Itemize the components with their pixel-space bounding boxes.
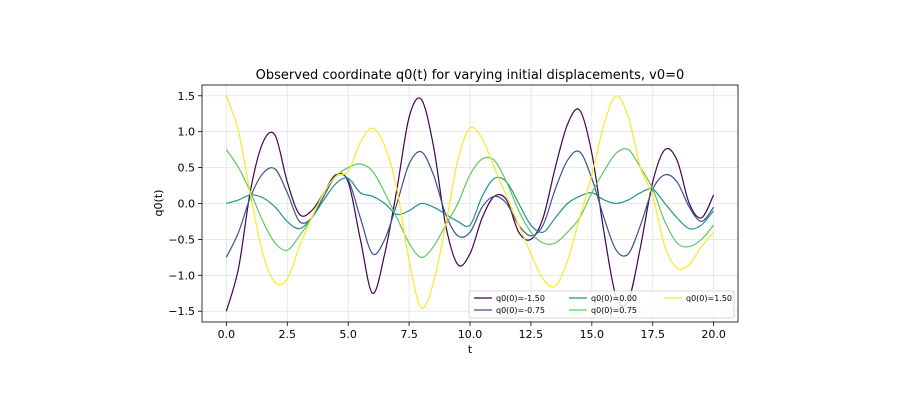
series-line-0 (225, 97, 715, 312)
series-line-3 (225, 148, 715, 258)
y-tick-label: −1.5 (168, 305, 195, 318)
x-tick-label: 7.5 (400, 328, 418, 341)
legend-label-0: q0(0)=-1.50 (496, 294, 545, 303)
chart-title: Observed coordinate q0(t) for varying in… (256, 68, 685, 83)
x-tick-label: 10.0 (458, 328, 483, 341)
legend: q0(0)=-1.50 q0(0)=-0.75 q0(0)=0.00 q0(0)=0.… (468, 290, 735, 319)
x-axis: 0.0 2.5 5.0 7.5 10.0 12.5 15.0 17.5 20.0 (218, 322, 726, 341)
legend-label-3: q0(0)=0.75 (591, 306, 637, 315)
legend-label-1: q0(0)=-0.75 (496, 306, 545, 315)
y-tick-label: 1.5 (178, 90, 196, 103)
series-line-4 (225, 95, 715, 309)
y-tick-label: 1.0 (178, 126, 196, 139)
x-tick-label: 12.5 (519, 328, 544, 341)
y-axis: −1.5 −1.0 −0.5 0.0 0.5 1.0 1.5 (168, 90, 202, 318)
x-tick-label: 0.0 (218, 328, 236, 341)
series-lines (225, 95, 715, 312)
y-tick-label: 0.5 (178, 162, 196, 175)
x-tick-label: 20.0 (701, 328, 726, 341)
x-tick-label: 15.0 (580, 328, 605, 341)
legend-label-2: q0(0)=0.00 (591, 294, 637, 303)
x-axis-title: t (468, 343, 473, 356)
series-line-2 (226, 176, 715, 234)
x-tick-label: 17.5 (640, 328, 665, 341)
y-tick-label: −1.0 (168, 269, 195, 282)
x-tick-label: 5.0 (339, 328, 357, 341)
x-tick-label: 2.5 (279, 328, 297, 341)
legend-label-4: q0(0)=1.50 (686, 294, 732, 303)
y-tick-label: 0.0 (178, 198, 196, 211)
y-tick-label: −0.5 (168, 233, 195, 246)
y-axis-title: q0(t) (152, 190, 165, 217)
